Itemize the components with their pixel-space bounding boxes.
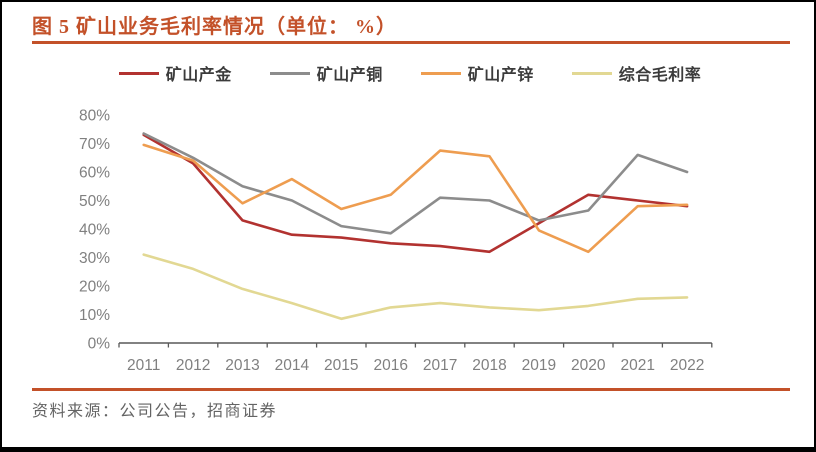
- y-tick-label: 40%: [79, 222, 110, 239]
- x-tick-label: 2021: [620, 357, 654, 374]
- x-tick-label: 2015: [324, 357, 358, 374]
- legend-label: 矿山产铜: [316, 67, 383, 84]
- y-tick-label: 20%: [79, 279, 110, 296]
- legend-line-swatch: [118, 71, 159, 75]
- legend-item-zinc: 矿山产锌: [420, 61, 534, 85]
- legend-item-copper: 矿山产铜: [269, 61, 383, 85]
- source-note: 资料来源：公司公告，招商证券: [32, 403, 278, 420]
- x-tick-label: 2020: [571, 357, 606, 374]
- x-tick-label: 2016: [373, 357, 407, 374]
- chart-title: 图 5 矿山业务毛利率情况（单位： %）: [32, 16, 397, 38]
- x-tick-label: 2022: [670, 357, 704, 374]
- legend-item-composite: 综合毛利率: [571, 61, 702, 85]
- legend-label: 矿山产金: [165, 67, 232, 84]
- legend-item-gold: 矿山产金: [118, 61, 232, 85]
- y-tick-label: 80%: [79, 108, 110, 125]
- x-tick-label: 2011: [127, 357, 160, 374]
- y-tick-label: 70%: [79, 136, 110, 153]
- x-tick-label: 2018: [472, 357, 506, 374]
- legend-label: 矿山产锌: [467, 67, 534, 84]
- series-line-矿山产金: [142, 133, 689, 254]
- legend-line-swatch: [571, 71, 612, 75]
- x-tick-label: 2013: [225, 357, 259, 374]
- legend-line-swatch: [269, 71, 310, 75]
- x-tick-label: 2014: [275, 357, 310, 374]
- legend-label: 综合毛利率: [618, 67, 702, 84]
- x-tick-label: 2012: [176, 357, 210, 374]
- title-underline: [32, 41, 790, 44]
- x-tick-label: 2019: [522, 357, 556, 374]
- y-tick-label: 0%: [88, 336, 111, 353]
- series-line-矿山产铜: [142, 132, 689, 235]
- footer-rule: [32, 388, 790, 391]
- x-tick-label: 2017: [423, 357, 457, 374]
- y-tick-label: 60%: [79, 165, 110, 182]
- y-tick-label: 30%: [79, 250, 110, 267]
- legend-line-swatch: [420, 71, 461, 75]
- chart-legend: 矿山产金 矿山产铜 矿山产锌 综合毛利率: [2, 61, 814, 85]
- series-line-矿山产锌: [142, 143, 689, 254]
- series-line-综合毛利率: [142, 253, 689, 321]
- y-tick-label: 10%: [79, 307, 110, 324]
- y-tick-label: 50%: [79, 193, 110, 210]
